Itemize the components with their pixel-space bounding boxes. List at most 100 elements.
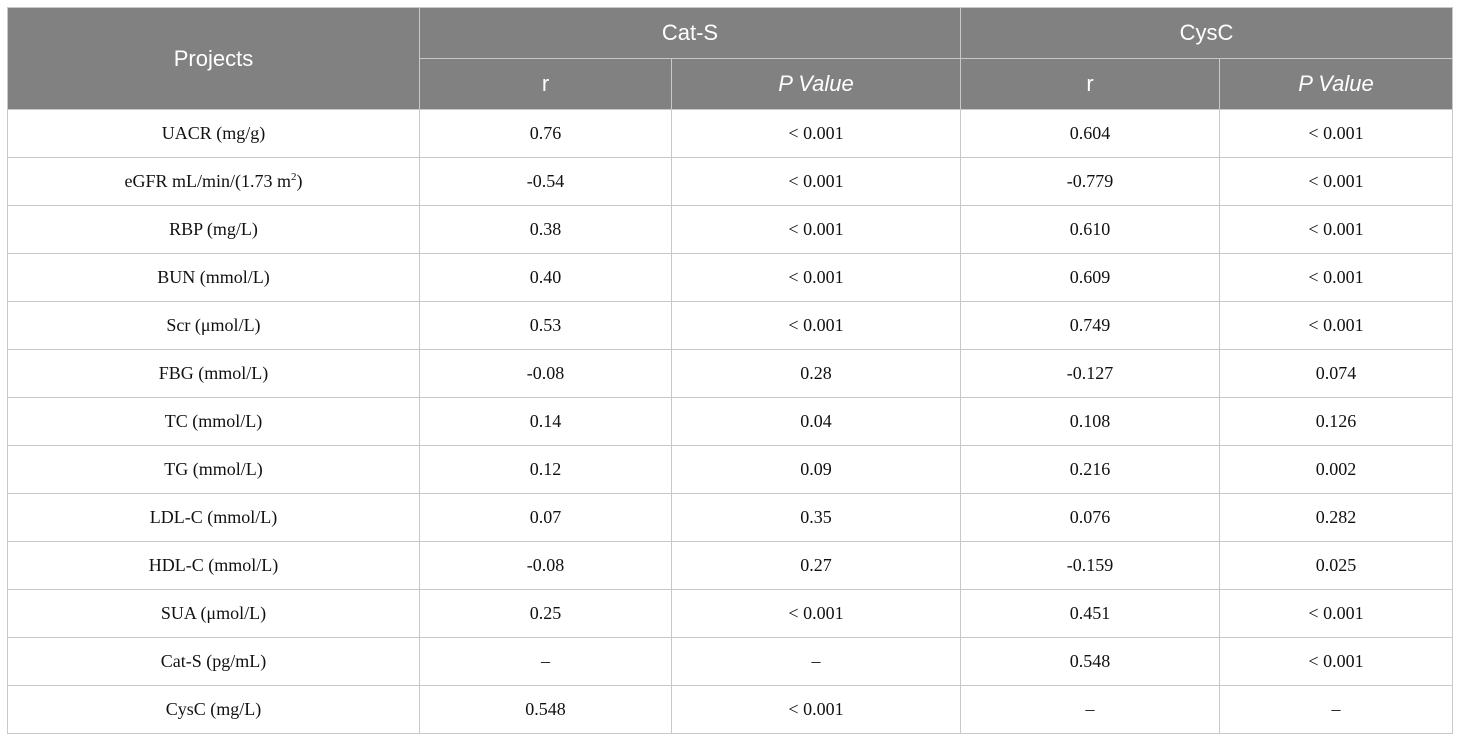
table-row: LDL-C (mmol/L) 0.07 0.35 0.076 0.282	[7, 493, 1453, 542]
header-row-groups: Projects Cat-S CysC	[7, 7, 1453, 110]
table-row: SUA (μmol/L) 0.25 < 0.001 0.451 < 0.001	[7, 589, 1453, 638]
cell-cat-s-p-value: < 0.001	[671, 205, 961, 254]
project-superscript: 2	[291, 171, 297, 183]
cell-project: FBG (mmol/L)	[7, 349, 420, 398]
project-label: RBP (mg/L)	[169, 219, 258, 239]
cell-cysc-p-value: < 0.001	[1219, 301, 1453, 350]
cell-cysc-r: 0.610	[960, 205, 1220, 254]
header-group-cat-s: Cat-S	[419, 7, 961, 59]
table-body: UACR (mg/g) 0.76 < 0.001 0.604 < 0.001 eGFR m…	[7, 109, 1453, 734]
cell-project: Scr (μmol/L)	[7, 301, 420, 350]
cell-cysc-r: -0.127	[960, 349, 1220, 398]
cell-cat-s-p-value: < 0.001	[671, 157, 961, 206]
cell-cat-s-p-value: 0.27	[671, 541, 961, 590]
cell-cysc-p-value: 0.282	[1219, 493, 1453, 542]
table-row: eGFR mL/min/(1.73 m2) -0.54 < 0.001 -0.779 <…	[7, 157, 1453, 206]
cell-cat-s-p-value: –	[671, 637, 961, 686]
cell-cysc-r: 0.451	[960, 589, 1220, 638]
cell-project: LDL-C (mmol/L)	[7, 493, 420, 542]
cell-cat-s-r: 0.14	[419, 397, 672, 446]
table-header: Projects Cat-S CysC r P Value r P Value	[7, 7, 1453, 110]
table-row: TG (mmol/L) 0.12 0.09 0.216 0.002	[7, 445, 1453, 494]
cell-cat-s-r: -0.54	[419, 157, 672, 206]
project-label: TG (mmol/L)	[164, 459, 263, 479]
cell-cat-s-r: 0.12	[419, 445, 672, 494]
cell-cat-s-r: -0.08	[419, 541, 672, 590]
cell-cat-s-r: 0.07	[419, 493, 672, 542]
table-row: HDL-C (mmol/L) -0.08 0.27 -0.159 0.025	[7, 541, 1453, 590]
table-row: CysC (mg/L) 0.548 < 0.001– –	[7, 685, 1453, 734]
correlation-table: Projects Cat-S CysC r P Value r P Value …	[7, 7, 1453, 734]
cell-cysc-r: 0.609	[960, 253, 1220, 302]
cell-cysc-r: -0.779	[960, 157, 1220, 206]
cell-cysc-p-value: 0.126	[1219, 397, 1453, 446]
table-row: RBP (mg/L) 0.38 < 0.001 0.610 < 0.001	[7, 205, 1453, 254]
project-label: FBG (mmol/L)	[158, 363, 269, 383]
project-label: TC (mmol/L)	[164, 411, 263, 431]
cell-cysc-p-value: < 0.001	[1219, 637, 1453, 686]
cell-cysc-r: -0.159	[960, 541, 1220, 590]
cell-project: Cat-S (pg/mL)	[7, 637, 420, 686]
cell-project: UACR (mg/g)	[7, 109, 420, 158]
cell-cat-s-p-value: < 0.001	[671, 589, 961, 638]
cell-project: HDL-C (mmol/L)	[7, 541, 420, 590]
cell-cysc-r: 0.076	[960, 493, 1220, 542]
cell-cat-s-r: 0.38	[419, 205, 672, 254]
cell-cat-s-r: 0.548	[419, 685, 672, 734]
project-label: UACR (mg/g)	[161, 123, 266, 143]
cell-cat-s-r: -0.08	[419, 349, 672, 398]
cell-cat-s-r: 0.25	[419, 589, 672, 638]
project-label: eGFR mL/min/(1.73 m	[124, 171, 292, 191]
header-cat-s-r: r	[419, 58, 672, 110]
table-row: TC (mmol/L) 0.14 0.04 0.108 0.126	[7, 397, 1453, 446]
cell-cat-s-p-value: < 0.001	[671, 109, 961, 158]
cell-cysc-r: 0.108	[960, 397, 1220, 446]
table-row: UACR (mg/g) 0.76 < 0.001 0.604 < 0.001	[7, 109, 1453, 158]
cell-cat-s-p-value: < 0.001	[671, 685, 961, 734]
header-cysc-p-value: P Value	[1219, 58, 1453, 110]
project-label: HDL-C (mmol/L)	[148, 555, 279, 575]
table-row: Scr (μmol/L) 0.53 < 0.001 0.749 < 0.001	[7, 301, 1453, 350]
cell-cysc-p-value: < 0.001	[1219, 253, 1453, 302]
cell-cysc-p-value: 0.025	[1219, 541, 1453, 590]
cell-cat-s-r: –	[419, 637, 672, 686]
header-group-cysc: CysC	[960, 7, 1453, 59]
cell-cysc-p-value: < 0.001	[1219, 589, 1453, 638]
cell-project: TG (mmol/L)	[7, 445, 420, 494]
cell-project: SUA (μmol/L)	[7, 589, 420, 638]
cell-cat-s-r: 0.40	[419, 253, 672, 302]
project-label: SUA (μmol/L)	[160, 603, 267, 623]
project-label-tail: )	[296, 171, 303, 191]
header-projects: Projects	[7, 7, 420, 110]
cell-cysc-r: –	[960, 685, 1220, 734]
cell-project: eGFR mL/min/(1.73 m2)	[7, 157, 420, 206]
cell-project: RBP (mg/L)	[7, 205, 420, 254]
cell-cysc-r: 0.604	[960, 109, 1220, 158]
project-label: CysC (mg/L)	[165, 699, 262, 719]
project-label: Scr (μmol/L)	[166, 315, 261, 335]
cell-cysc-p-value: < 0.001	[1219, 157, 1453, 206]
project-label: LDL-C (mmol/L)	[149, 507, 278, 527]
project-label: Cat-S (pg/mL)	[160, 651, 267, 671]
cell-cat-s-p-value: 0.04	[671, 397, 961, 446]
cell-cat-s-p-value: 0.28	[671, 349, 961, 398]
cell-cat-s-r: 0.76	[419, 109, 672, 158]
table-row: BUN (mmol/L) 0.40 < 0.001 0.609 < 0.001	[7, 253, 1453, 302]
cell-cysc-p-value: 0.074	[1219, 349, 1453, 398]
cell-cysc-p-value: < 0.001	[1219, 109, 1453, 158]
cell-cysc-p-value: 0.002	[1219, 445, 1453, 494]
cell-project: TC (mmol/L)	[7, 397, 420, 446]
project-label: BUN (mmol/L)	[157, 267, 270, 287]
cell-cat-s-p-value: < 0.001	[671, 253, 961, 302]
cell-cysc-p-value: –	[1219, 685, 1453, 734]
cell-cysc-p-value: < 0.001	[1219, 205, 1453, 254]
cell-project: BUN (mmol/L)	[7, 253, 420, 302]
cell-cat-s-p-value: 0.09	[671, 445, 961, 494]
cell-cat-s-p-value: < 0.001	[671, 301, 961, 350]
cell-cysc-r: 0.749	[960, 301, 1220, 350]
header-cysc-r: r	[960, 58, 1220, 110]
table-row: FBG (mmol/L) -0.08 0.28 -0.127 0.074	[7, 349, 1453, 398]
header-cat-s-p-value: P Value	[671, 58, 961, 110]
cell-project: CysC (mg/L)	[7, 685, 420, 734]
cell-cysc-r: 0.216	[960, 445, 1220, 494]
